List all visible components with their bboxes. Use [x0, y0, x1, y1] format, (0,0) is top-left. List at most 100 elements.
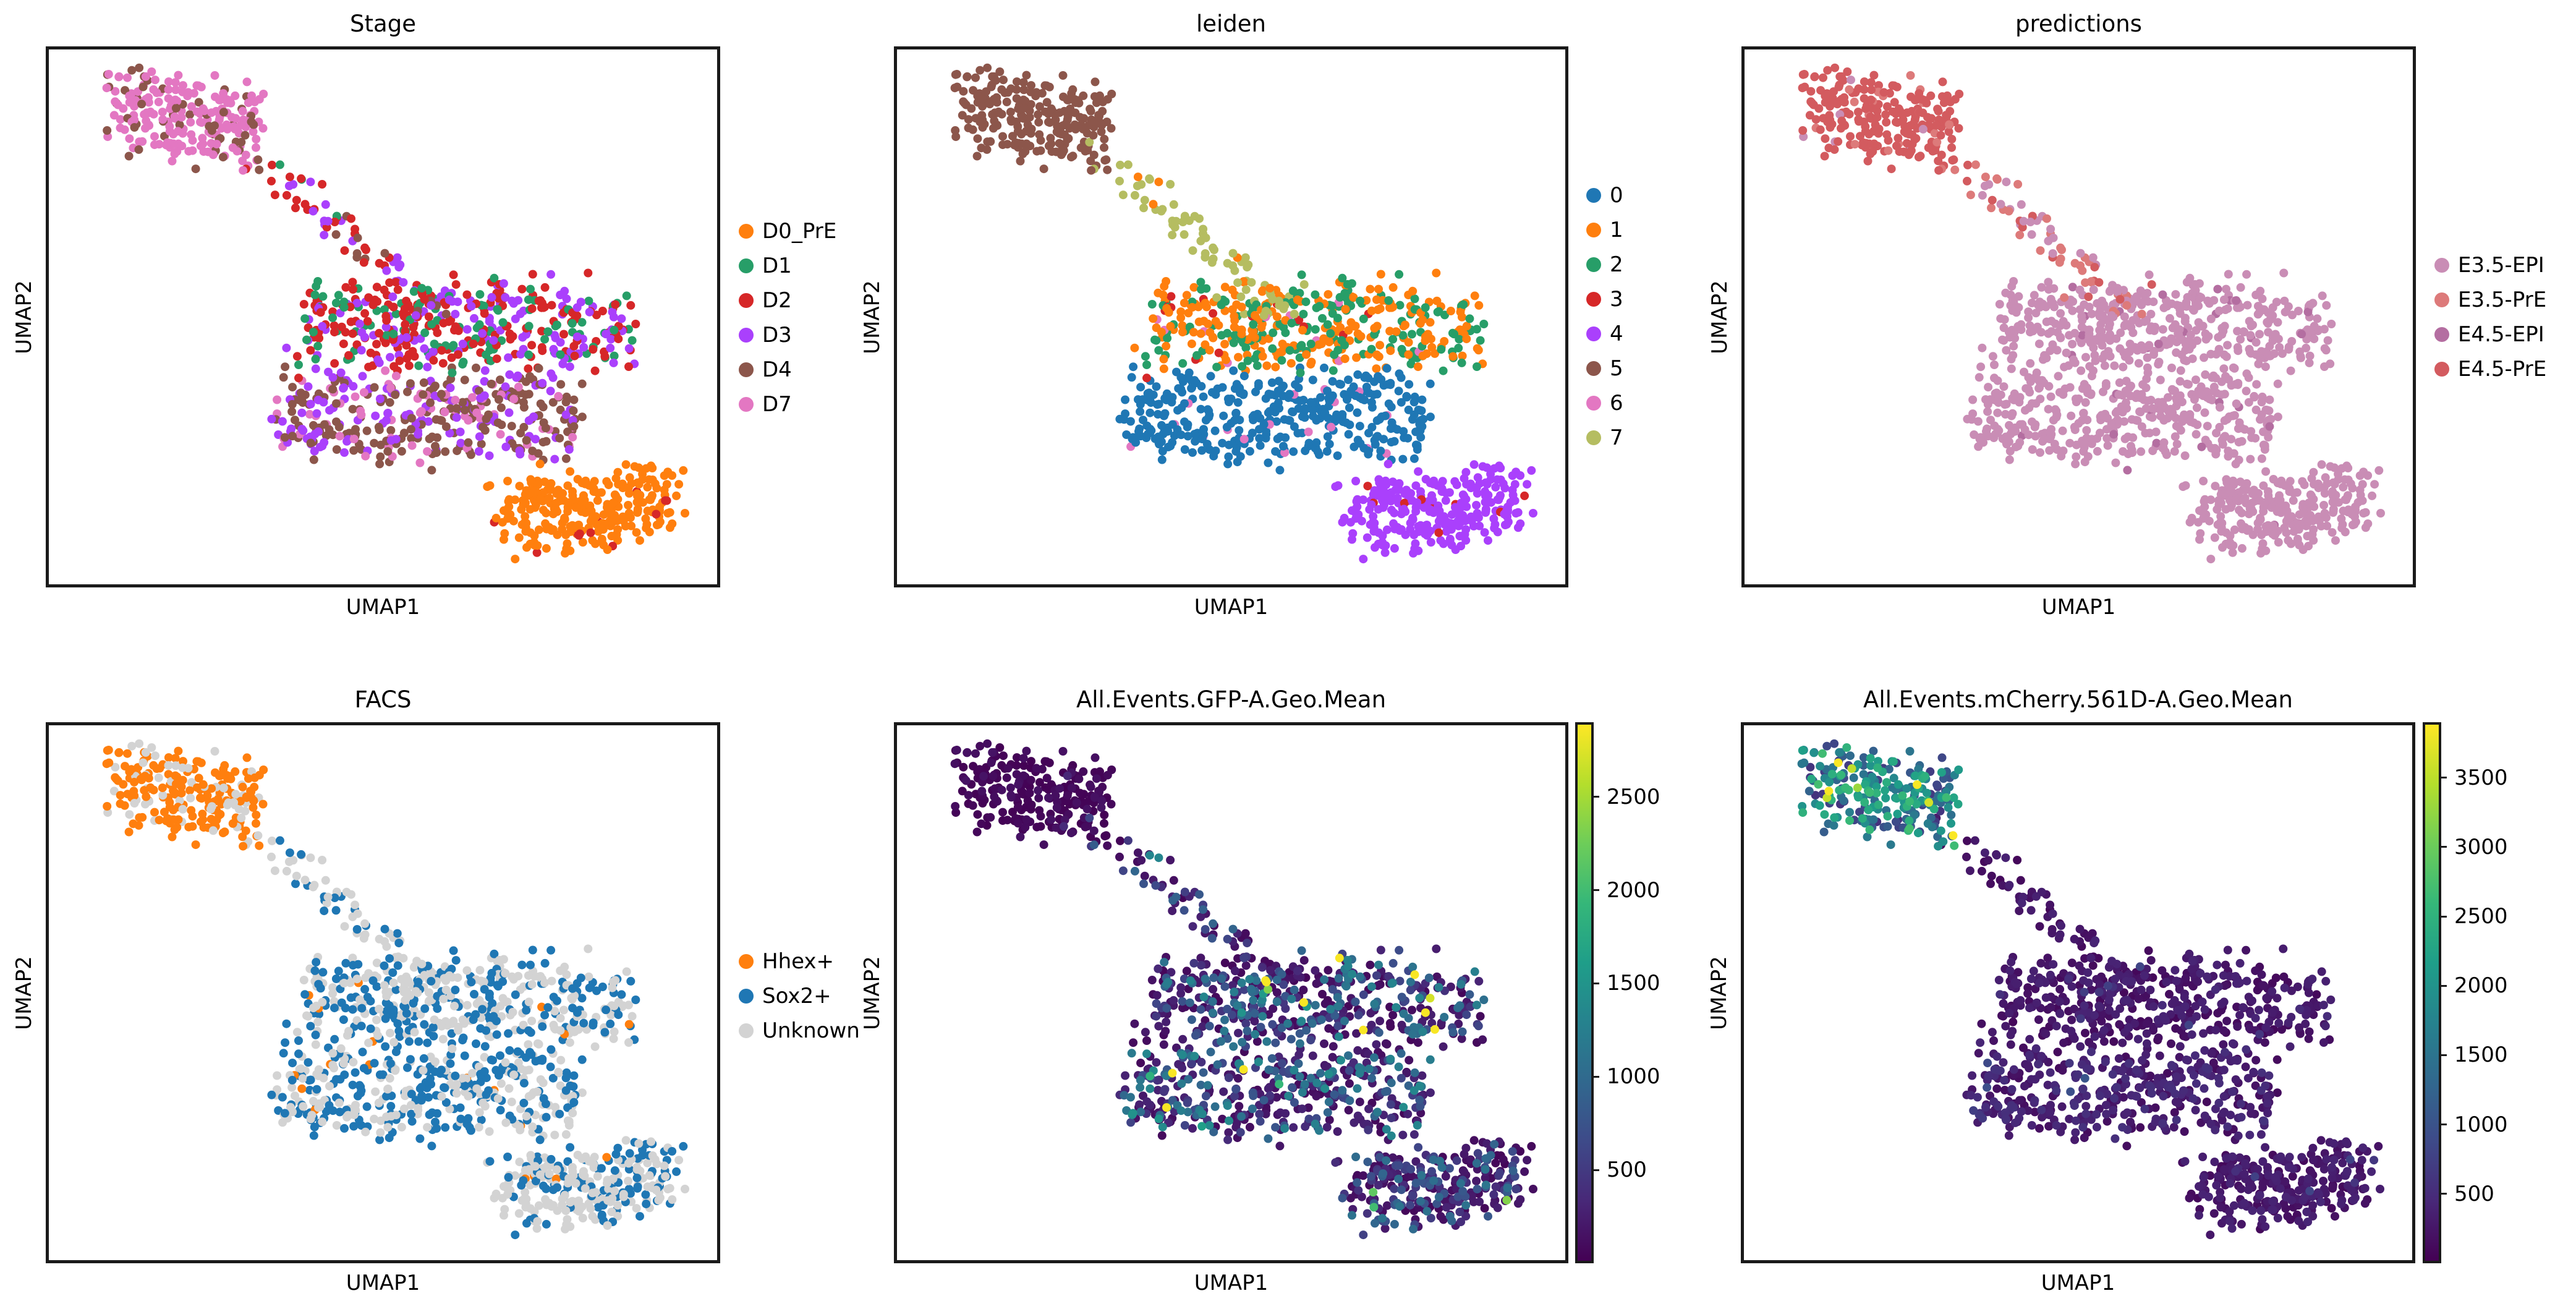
legend-item[interactable]: 0 — [1586, 183, 1623, 208]
legend-item[interactable]: 7 — [1586, 425, 1623, 450]
legend-marker-icon — [739, 328, 754, 343]
data-point — [1230, 331, 1239, 340]
data-point — [448, 369, 457, 377]
legend-item[interactable]: 3 — [1586, 287, 1623, 312]
legend-item[interactable]: 6 — [1586, 391, 1623, 416]
data-point — [1197, 285, 1205, 294]
legend-item[interactable]: D2 — [739, 288, 792, 313]
data-point — [2217, 519, 2227, 528]
data-point — [2175, 309, 2185, 318]
data-point — [242, 77, 252, 87]
data-point — [539, 505, 548, 514]
data-point — [546, 386, 555, 396]
data-point — [1279, 441, 1288, 451]
data-point — [2049, 233, 2058, 242]
data-point — [1294, 383, 1303, 393]
data-point — [515, 446, 524, 455]
data-point — [474, 447, 483, 456]
data-point — [353, 233, 362, 242]
data-point — [328, 430, 338, 440]
data-point — [164, 77, 173, 87]
data-point — [2078, 331, 2087, 340]
data-point — [2217, 527, 2226, 536]
data-point — [559, 330, 568, 339]
data-point — [610, 351, 619, 360]
data-point — [2228, 548, 2237, 557]
data-point — [475, 432, 484, 441]
data-point — [456, 1114, 465, 1124]
data-point — [111, 762, 120, 772]
data-point — [2230, 364, 2239, 373]
data-point — [164, 85, 173, 94]
data-point — [2071, 394, 2080, 404]
data-point — [210, 71, 219, 80]
data-point — [1372, 322, 1382, 331]
data-point — [2072, 452, 2081, 461]
data-point — [1996, 314, 2005, 323]
data-point — [1237, 330, 1246, 339]
data-point — [1272, 312, 1282, 322]
data-point — [2094, 278, 2104, 287]
data-point — [1888, 107, 1897, 116]
legend-item[interactable]: 5 — [1586, 356, 1623, 381]
data-point — [2137, 422, 2146, 431]
data-point — [2206, 555, 2216, 564]
data-point — [123, 73, 132, 82]
data-point — [1016, 156, 1025, 166]
data-point — [1363, 482, 1372, 491]
data-point — [1306, 398, 1316, 407]
data-point — [439, 318, 448, 328]
legend-item[interactable]: E4.5-PrE — [2434, 357, 2546, 382]
legend-item[interactable]: D0_PrE — [739, 219, 836, 244]
legend-item[interactable]: E4.5-EPI — [2434, 322, 2544, 347]
data-point — [2273, 479, 2282, 487]
data-point — [1239, 372, 1249, 381]
data-point — [102, 83, 111, 93]
data-point — [631, 996, 640, 1004]
data-point — [2303, 532, 2312, 540]
legend-item[interactable]: D1 — [739, 254, 792, 278]
legend-item[interactable]: E3.5-PrE — [2434, 288, 2546, 312]
data-point — [2327, 320, 2336, 328]
data-point — [480, 1042, 490, 1051]
data-point — [540, 283, 550, 292]
data-point — [535, 494, 545, 503]
data-point — [1978, 190, 1987, 200]
data-point — [236, 121, 245, 130]
legend-item[interactable]: E3.5-EPI — [2434, 253, 2544, 278]
data-point — [2055, 258, 2064, 267]
data-point — [362, 426, 372, 435]
data-point — [1115, 176, 1124, 185]
data-point — [542, 544, 551, 553]
legend-item[interactable]: D7 — [739, 392, 792, 417]
data-point — [304, 382, 313, 391]
data-point — [2306, 511, 2315, 520]
data-point — [2322, 301, 2331, 310]
legend-item[interactable]: 4 — [1586, 322, 1623, 346]
data-point — [2235, 418, 2244, 427]
data-point — [503, 514, 512, 523]
data-point — [1365, 505, 1374, 514]
data-point — [2231, 494, 2240, 503]
data-point — [1353, 408, 1362, 417]
data-point — [1367, 422, 1377, 432]
data-point — [549, 510, 558, 519]
data-point — [1311, 290, 1320, 299]
data-point — [419, 1054, 428, 1063]
legend-item[interactable]: 2 — [1586, 252, 1623, 277]
data-point — [529, 412, 538, 421]
data-point — [578, 538, 587, 547]
data-point — [2154, 360, 2163, 369]
legend-item[interactable]: 1 — [1586, 218, 1623, 242]
legend-item[interactable]: D3 — [739, 323, 792, 348]
data-point — [437, 390, 446, 399]
data-point — [511, 555, 520, 564]
legend-item[interactable]: D4 — [739, 357, 792, 382]
data-point — [2185, 336, 2194, 345]
data-point — [589, 345, 598, 354]
data-point — [2135, 318, 2144, 328]
data-point — [1281, 328, 1290, 338]
data-point — [2009, 395, 2018, 404]
data-point — [681, 509, 689, 518]
data-point — [2146, 326, 2154, 335]
